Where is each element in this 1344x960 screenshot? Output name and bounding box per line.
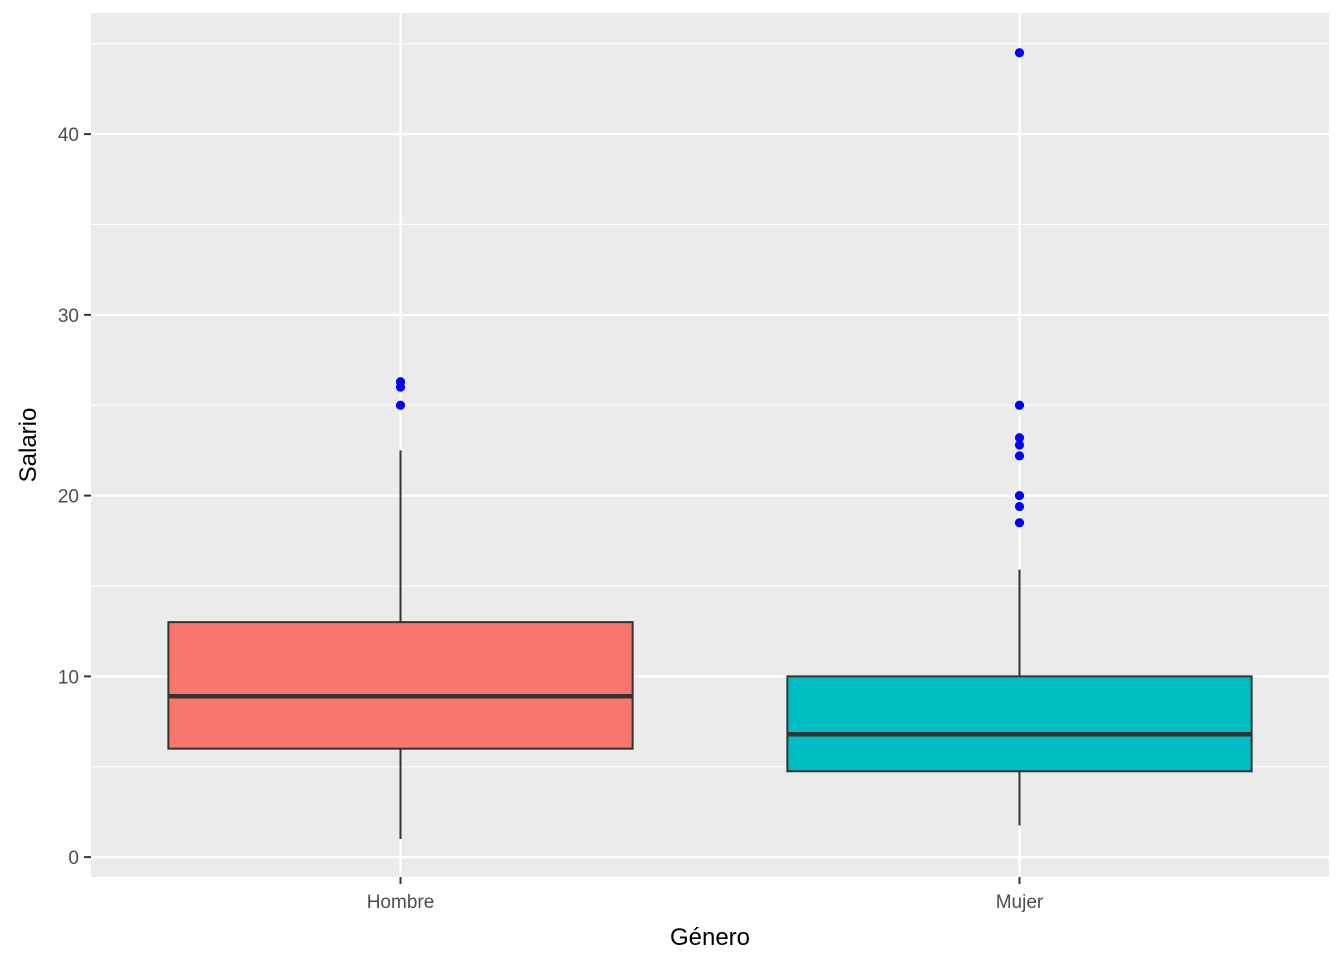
box-iqr bbox=[786, 675, 1253, 773]
y-axis: 0 10 20 30 40 bbox=[58, 125, 91, 869]
y-tick-label: 20 bbox=[58, 487, 79, 508]
y-tick-label: 10 bbox=[58, 667, 79, 688]
x-axis-title: Género bbox=[670, 924, 750, 951]
x-tick-label: Mujer bbox=[996, 892, 1044, 913]
outlier-point bbox=[1014, 48, 1025, 58]
outlier-point bbox=[395, 377, 406, 387]
box-hombre bbox=[167, 377, 634, 840]
outlier-point bbox=[1014, 440, 1025, 450]
outlier-point bbox=[1014, 501, 1025, 512]
outlier-point bbox=[1014, 451, 1025, 461]
outlier-point bbox=[1014, 491, 1025, 501]
x-tick-label: Hombre bbox=[367, 892, 435, 913]
y-tick-label: 40 bbox=[58, 125, 79, 146]
box-mujer bbox=[786, 48, 1253, 826]
y-tick-label: 0 bbox=[68, 848, 79, 869]
y-axis-title: Salario bbox=[15, 408, 42, 483]
x-axis: Hombre Mujer bbox=[367, 877, 1044, 913]
box-iqr bbox=[167, 621, 634, 750]
outlier-point bbox=[1014, 400, 1025, 410]
outlier-point bbox=[1014, 518, 1025, 528]
outlier-point bbox=[395, 400, 406, 410]
outlier-point bbox=[1014, 433, 1025, 443]
boxes bbox=[167, 48, 1253, 840]
y-tick-label: 30 bbox=[58, 306, 79, 327]
